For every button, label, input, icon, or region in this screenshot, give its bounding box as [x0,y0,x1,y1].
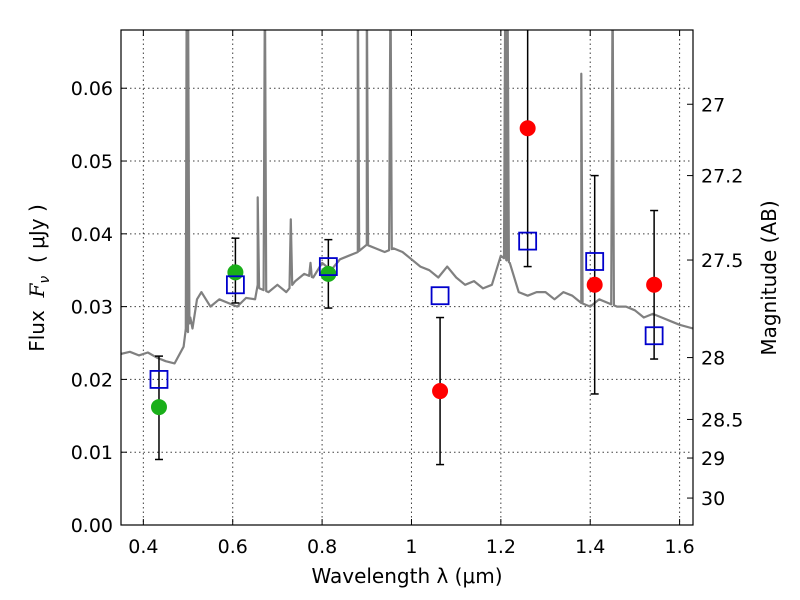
y-tick-label: 0.04 [71,224,113,246]
model-square-point [149,370,169,389]
red-point [432,383,449,400]
x-tick-label: 0.8 [307,536,337,558]
y2-tick-label: 28.5 [701,409,743,431]
plot-area [121,30,693,466]
y-tick-label: 0.05 [71,151,113,173]
red-point [646,276,663,293]
model-square-point [318,257,338,276]
x-tick-label: 0.6 [218,536,248,558]
y-tick-label: 0.01 [71,442,113,464]
y2-tick-label: 30 [701,488,725,510]
y2-axis-label: Magnitude (AB) [757,200,781,355]
red-point [586,276,603,293]
grid [121,30,693,526]
axis-ticks: 0.4 0.6 0.8 1 1.2 1.4 1.6 0.00 0.01 0.02 0.03 0.04 0… [71,30,743,558]
model-square-point [644,326,664,346]
y-axis-label: Flux Fν ( μJy ) [25,204,53,352]
x-tick-label: 1.6 [664,536,694,558]
y2-tick-label: 27.2 [701,166,743,188]
y-tick-label: 0.06 [71,78,113,100]
y-axis-label-prefix: Flux [25,297,49,351]
model-square-point [225,275,245,295]
y2-tick-label: 27.5 [701,250,743,272]
x-tick-label: 1.2 [486,536,516,558]
y-tick-label: 0.02 [71,369,113,391]
model-square-point [585,252,605,271]
x-axis-label: Wavelength λ (μm) [311,564,502,588]
x-tick-label: 1 [405,536,417,558]
y-tick-label: 0.03 [71,297,113,319]
model-spectrum-line [121,30,693,365]
x-tick-label: 1.4 [575,536,605,558]
y2-tick-label: 29 [701,448,725,470]
plot-frame [120,29,694,526]
y-tick-label: 0.00 [71,515,113,537]
y-axis-label-subscript: ν [37,276,53,284]
red-point [519,120,536,137]
y-axis-label-symbol: F [25,282,49,298]
model-square-point [518,231,538,251]
green-point [320,265,337,282]
green-point [227,264,244,281]
x-tick-label: 0.4 [128,536,158,558]
y2-tick-label: 27 [701,94,725,116]
y2-tick-label: 28 [701,348,725,370]
green-point [150,399,167,416]
model-square-point [430,286,450,306]
y-axis-label-suffix: ( μJy ) [25,204,49,276]
